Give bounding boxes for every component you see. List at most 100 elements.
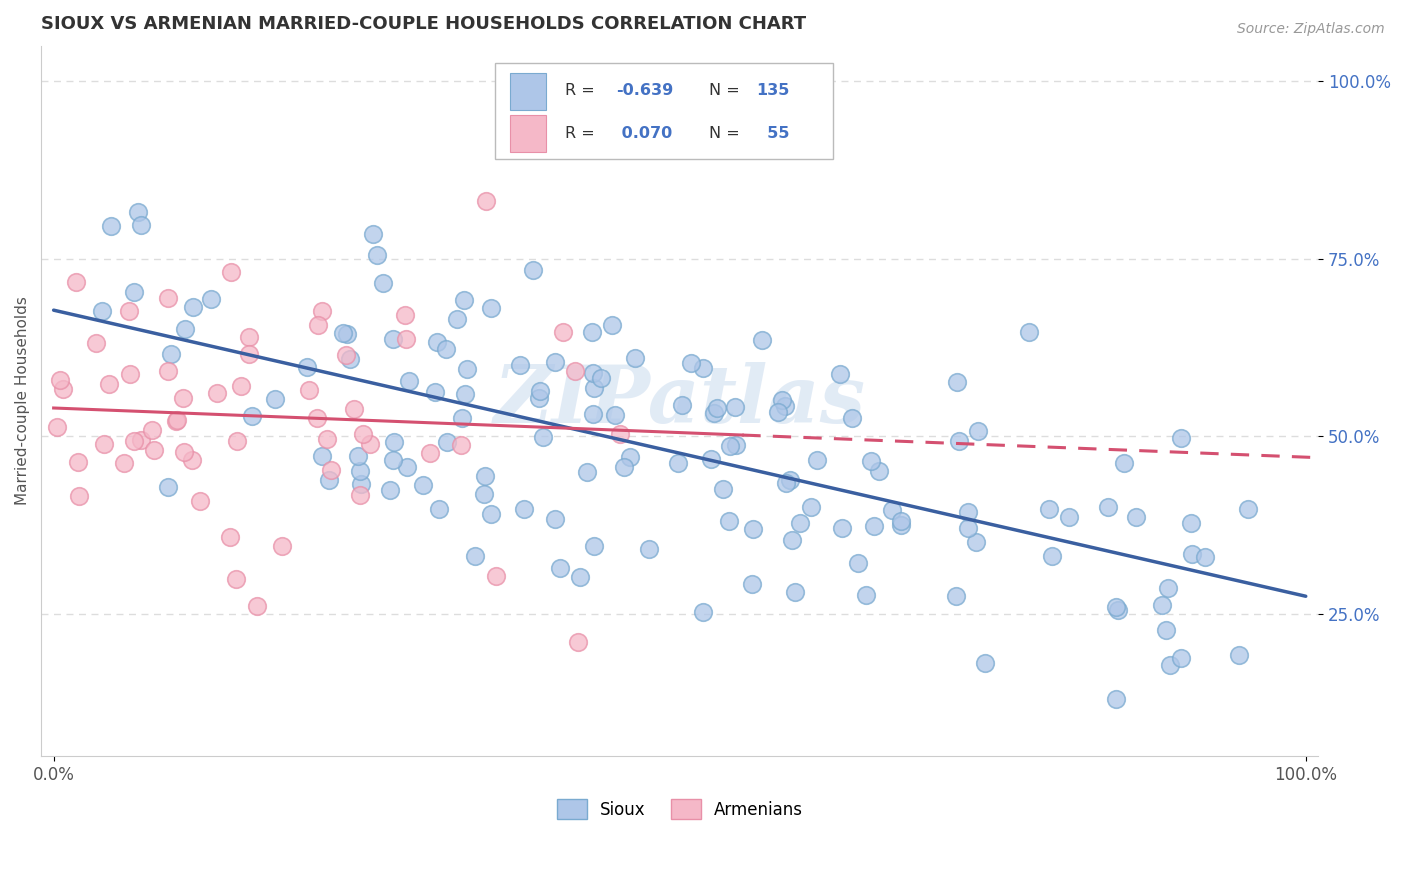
Point — [1237, 502, 1260, 516]
Point — [479, 507, 502, 521]
Point — [336, 326, 359, 341]
Text: 0.070: 0.070 — [616, 126, 672, 141]
Point — [225, 572, 247, 586]
Point — [780, 533, 803, 548]
Point — [52, 382, 75, 396]
Point — [1157, 581, 1180, 595]
Point — [564, 364, 586, 378]
Point — [965, 535, 987, 549]
Point — [453, 293, 475, 307]
Point — [548, 560, 571, 574]
Point — [181, 300, 204, 314]
Text: 55: 55 — [756, 126, 790, 141]
Point — [395, 333, 418, 347]
Point — [1181, 547, 1204, 561]
Point — [1125, 510, 1147, 524]
Point — [45, 420, 67, 434]
Legend: Sioux, Armenians: Sioux, Armenians — [550, 792, 810, 826]
Point — [118, 368, 141, 382]
Text: N =: N = — [709, 126, 745, 141]
Point — [1159, 657, 1181, 672]
Point — [718, 439, 741, 453]
Point — [219, 530, 242, 544]
Point — [779, 473, 801, 487]
Point — [180, 453, 202, 467]
Point — [378, 483, 401, 497]
Point — [311, 304, 333, 318]
Text: N =: N = — [709, 83, 745, 98]
Point — [768, 405, 790, 419]
Point — [479, 301, 502, 316]
Point — [509, 358, 531, 372]
Point — [770, 393, 793, 408]
Point — [783, 585, 806, 599]
Point — [456, 362, 478, 376]
Point — [307, 318, 329, 333]
Point — [527, 391, 550, 405]
Point — [513, 501, 536, 516]
Point — [1227, 648, 1250, 662]
Point — [464, 549, 486, 563]
Point — [623, 351, 645, 365]
Point — [868, 464, 890, 478]
Point — [1112, 456, 1135, 470]
Point — [855, 588, 877, 602]
Point — [1152, 598, 1174, 612]
Point — [382, 435, 405, 450]
Point — [583, 381, 606, 395]
Y-axis label: Married-couple Households: Married-couple Households — [15, 296, 30, 506]
Point — [522, 262, 544, 277]
FancyBboxPatch shape — [510, 115, 546, 153]
Point — [544, 512, 567, 526]
Point — [67, 489, 90, 503]
Point — [956, 506, 979, 520]
Point — [472, 487, 495, 501]
Point — [352, 427, 374, 442]
Point — [305, 410, 328, 425]
Point — [238, 329, 260, 343]
Point — [692, 605, 714, 619]
Point — [427, 502, 450, 516]
Point — [828, 367, 851, 381]
Point — [692, 361, 714, 376]
Point — [637, 542, 659, 557]
Point — [1180, 516, 1202, 530]
Point — [238, 347, 260, 361]
Point — [671, 398, 693, 412]
Point — [831, 521, 853, 535]
Point — [890, 517, 912, 532]
Point — [91, 304, 114, 318]
Point — [475, 194, 498, 208]
Point — [551, 325, 574, 339]
Point — [1057, 510, 1080, 524]
Point — [157, 364, 180, 378]
Point — [311, 449, 333, 463]
Point — [880, 503, 903, 517]
FancyBboxPatch shape — [510, 72, 546, 110]
Point — [205, 386, 228, 401]
Point — [575, 465, 598, 479]
Point — [1104, 600, 1126, 615]
Point — [725, 438, 748, 452]
Point — [589, 371, 612, 385]
Point — [741, 577, 763, 591]
Point — [703, 406, 725, 420]
Point — [165, 414, 187, 428]
Point — [846, 556, 869, 570]
Point — [359, 437, 381, 451]
Point — [100, 219, 122, 233]
Point — [613, 460, 636, 475]
Point — [219, 265, 242, 279]
Point — [173, 444, 195, 458]
Point — [1170, 432, 1192, 446]
Point — [174, 322, 197, 336]
Point — [246, 599, 269, 613]
Point — [349, 464, 371, 478]
Point — [581, 325, 603, 339]
Point — [298, 384, 321, 398]
Point — [450, 438, 472, 452]
Point — [751, 333, 773, 347]
Point — [775, 399, 797, 413]
Point — [957, 521, 980, 535]
Point — [226, 434, 249, 448]
